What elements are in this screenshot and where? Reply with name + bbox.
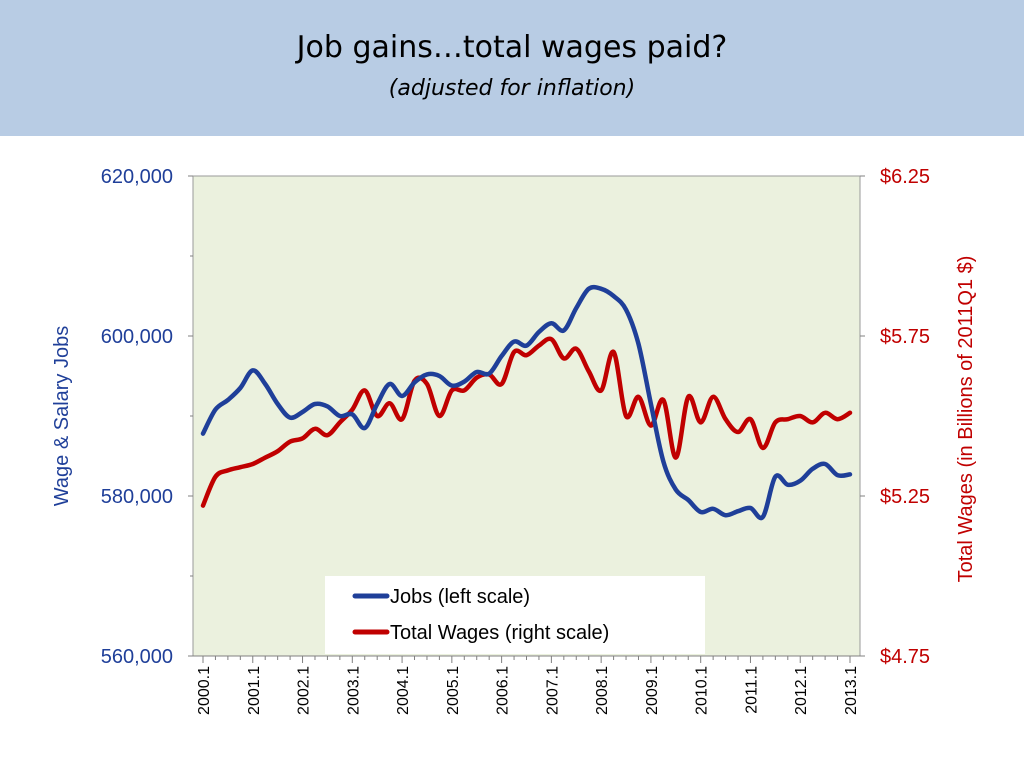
legend-label-wages: Total Wages (right scale): [390, 622, 609, 644]
x-tick-label: 2002.1: [296, 666, 313, 715]
jobs-series-line: [200, 284, 853, 521]
x-tick-label: 2005.1: [445, 666, 462, 715]
x-tick-label: 2006.1: [495, 666, 512, 715]
x-tick-label: 2003.1: [345, 666, 362, 715]
left-axis: 560,000 580,000 600,000 620,000: [101, 166, 193, 668]
right-tick-label: $4.75: [880, 646, 930, 668]
left-tick-label: 560,000: [101, 646, 173, 668]
left-tick-label: 600,000: [101, 326, 173, 348]
right-axis-label: Total Wages (in Billions of 2011Q1 $): [955, 256, 977, 583]
x-tick-label: 2012.1: [793, 666, 810, 715]
x-axis: 2000.1 2001.1 2002.1 2003.1 2004.1 2005.1 2006…: [196, 656, 860, 715]
x-tick-label: 2007.1: [544, 666, 561, 715]
left-tick-label: 620,000: [101, 166, 173, 188]
slide-title: Job gains…total wages paid?: [296, 30, 728, 65]
left-tick-label: 580,000: [101, 486, 173, 508]
right-tick-label: $5.25: [880, 486, 930, 508]
legend: Jobs (left scale) Total Wages (right sca…: [325, 576, 705, 654]
right-tick-label: $5.75: [880, 326, 930, 348]
legend-label-jobs: Jobs (left scale): [390, 586, 530, 608]
slide-subtitle: (adjusted for inflation): [388, 76, 636, 101]
wages-series-line: [200, 336, 853, 508]
legend-box: [325, 576, 705, 654]
series-layer: [200, 284, 853, 521]
header-band: [0, 0, 1024, 136]
x-tick-label: 2013.1: [843, 666, 860, 715]
x-tick-label: 2009.1: [644, 666, 661, 715]
x-tick-label: 2011.1: [743, 666, 760, 714]
x-tick-label: 2010.1: [694, 666, 711, 715]
x-tick-label: 2001.1: [246, 666, 263, 715]
x-tick-label: 2004.1: [395, 666, 412, 715]
right-tick-label: $6.25: [880, 166, 930, 188]
x-tick-label: 2000.1: [196, 666, 213, 715]
left-axis-label: Wage & Salary Jobs: [51, 326, 73, 506]
x-tick-label: 2008.1: [594, 666, 611, 715]
right-axis: $4.75 $5.25 $5.75 $6.25: [860, 166, 930, 668]
